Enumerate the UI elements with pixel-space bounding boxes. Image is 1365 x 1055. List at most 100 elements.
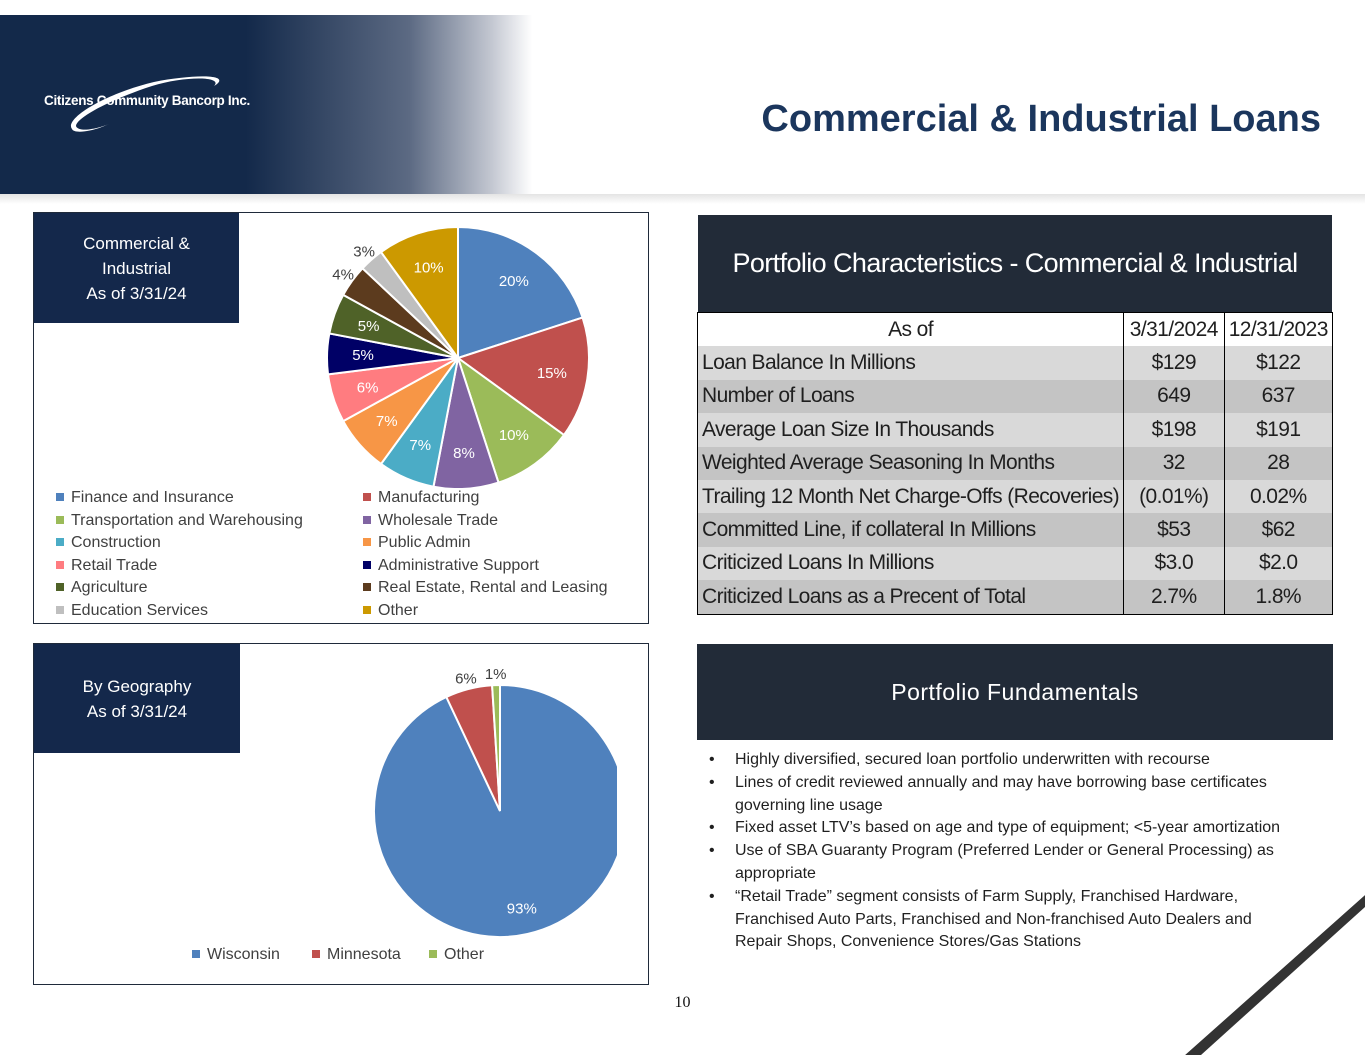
row-value-2023: $2.0 (1223, 546, 1333, 581)
column-header-2024: 3/31/2024 (1123, 312, 1225, 347)
legend-item-wholesale-trade: Wholesale Trade (363, 512, 498, 530)
row-value-2024: $129 (1123, 346, 1225, 380)
legend-item-construction: Construction (56, 534, 161, 552)
data-label-other: 1% (485, 666, 507, 683)
column-header-2023: 12/31/2023 (1223, 312, 1333, 347)
data-label-administrative-support: 5% (352, 347, 374, 364)
table-header-row: As of 3/31/2024 12/31/2023 (696, 312, 1333, 347)
legend-item-other: Other (363, 602, 418, 620)
legend-swatch (56, 538, 64, 546)
legend-label: Finance and Insurance (71, 489, 234, 506)
row-value-2024: 2.7% (1123, 580, 1225, 615)
row-value-2023: 637 (1223, 379, 1333, 414)
table-row: Number of Loans 649 637 (696, 379, 1333, 414)
geography-pie-chart: 93% 6% 1% (373, 666, 617, 938)
data-label-transportation-and-warehousing: 10% (499, 427, 529, 444)
table-row: Trailing 12 Month Net Charge-Offs (Recov… (696, 479, 1333, 514)
data-label-wholesale-trade: 8% (453, 445, 475, 462)
legend-item-transportation-and-warehousing: Transportation and Warehousing (56, 512, 303, 530)
legend-swatch (312, 950, 320, 958)
logo-swoosh-icon (70, 76, 220, 132)
geography-label-line-2: As of 3/31/24 (86, 701, 188, 721)
row-value-2024: $53 (1123, 513, 1225, 547)
data-label-education-services: 3% (353, 243, 375, 260)
company-logo: Citizens Community Bancorp Inc. (44, 74, 274, 134)
legend-swatch (429, 950, 437, 958)
legend-item-minnesota: Minnesota (312, 946, 401, 964)
row-label: Criticized Loans In Millions (696, 546, 1125, 581)
legend-swatch (192, 950, 200, 958)
pie-slice-other (379, 225, 459, 362)
column-header-as-of: As of (696, 312, 1125, 347)
legend-label: Manufacturing (378, 489, 480, 506)
row-value-2024: (0.01%) (1123, 479, 1225, 514)
data-label-retail-trade: 6% (357, 379, 379, 396)
pie-slice-other (491, 683, 501, 812)
industry-label-line-2: Industrial (102, 258, 171, 278)
legend-item-wisconsin: Wisconsin (192, 946, 280, 964)
row-label: Committed Line, if collateral In Million… (696, 513, 1125, 547)
geography-panel-label: By Geography As of 3/31/24 (34, 644, 240, 753)
data-label-finance-and-insurance: 20% (499, 273, 529, 290)
list-item: Highly diversified, secured loan portfol… (708, 749, 1298, 772)
legend-label: Transportation and Warehousing (71, 511, 303, 529)
header-shadow (0, 194, 1365, 204)
legend-swatch (56, 493, 64, 501)
page-title: Commercial & Industrial Loans (761, 98, 1321, 140)
legend-label: Agriculture (71, 579, 148, 596)
data-label-minnesota: 6% (455, 670, 477, 687)
row-value-2023: 28 (1223, 446, 1333, 480)
list-item: Lines of credit reviewed annually and ma… (708, 772, 1298, 818)
legend-swatch (363, 515, 371, 524)
table-row: Weighted Average Seasoning In Months 32 … (696, 446, 1333, 480)
table-row: Committed Line, if collateral In Million… (696, 513, 1333, 547)
list-item: Fixed asset LTV’s based on age and type … (708, 817, 1298, 840)
legend-swatch (56, 605, 64, 614)
legend-swatch (56, 560, 64, 569)
portfolio-characteristics-table: As of 3/31/2024 12/31/2023 Loan Balance … (696, 312, 1333, 615)
legend-item-administrative-support: Administrative Support (363, 557, 539, 575)
data-label-agriculture: 5% (358, 318, 380, 335)
page-corner-decoration (1165, 855, 1365, 1055)
industry-panel-label: Commercial & Industrial As of 3/31/24 (34, 213, 239, 323)
row-value-2023: $122 (1223, 346, 1333, 380)
legend-item-public-admin: Public Admin (363, 534, 471, 552)
pie-slice-wisconsin (373, 683, 617, 938)
legend-label: Real Estate, Rental and Leasing (378, 579, 608, 596)
legend-item-real-estate-rental-and-leasing: Real Estate, Rental and Leasing (363, 579, 607, 597)
legend-label: Education Services (71, 601, 208, 619)
geography-chart-panel: By Geography As of 3/31/24 93% 6% 1% Wisco… (33, 643, 649, 985)
industry-label-line-3: As of 3/31/24 (86, 283, 187, 303)
legend-label: Public Admin (378, 534, 471, 551)
row-value-2023: $191 (1223, 413, 1333, 447)
table-row: Loan Balance In Millions $129 $122 (696, 346, 1333, 380)
geography-label-line-1: By Geography (82, 676, 192, 696)
row-label: Loan Balance In Millions (696, 346, 1125, 380)
row-label: Weighted Average Seasoning In Months (696, 446, 1125, 480)
legend-swatch (363, 583, 371, 591)
pie-slice-manufacturing (455, 316, 590, 437)
data-label-wisconsin: 93% (507, 901, 537, 918)
row-value-2024: $3.0 (1123, 546, 1225, 581)
data-label-other: 10% (414, 260, 444, 277)
legend-swatch (363, 493, 371, 501)
table-row: Criticized Loans In Millions $3.0 $2.0 (696, 546, 1333, 581)
industry-pie-chart: 20% 15% 10% 8% 7% 7% 6% 5% 5% 4% 3% 10% (326, 225, 590, 488)
header-band (0, 15, 1365, 195)
row-value-2023: 1.8% (1223, 580, 1333, 615)
row-label: Trailing 12 Month Net Charge-Offs (Recov… (696, 479, 1125, 514)
row-value-2024: 32 (1123, 446, 1225, 480)
row-value-2024: $198 (1123, 413, 1225, 447)
legend-label: Retail Trade (71, 556, 158, 574)
geography-legend: Wisconsin Minnesota Other (192, 946, 532, 970)
row-value-2023: $62 (1223, 513, 1333, 547)
industry-label-line-1: Commercial & (83, 233, 190, 253)
legend-label: Construction (71, 534, 161, 551)
row-label: Average Loan Size In Thousands (696, 413, 1125, 447)
table-row: Average Loan Size In Thousands $198 $191 (696, 413, 1333, 447)
row-value-2024: 649 (1123, 379, 1225, 414)
fundamentals-title: Portfolio Fundamentals (697, 644, 1333, 740)
industry-chart-panel: Commercial & Industrial As of 3/31/24 20… (33, 212, 649, 624)
legend-swatch (363, 538, 371, 546)
row-value-2023: 0.02% (1223, 479, 1333, 514)
